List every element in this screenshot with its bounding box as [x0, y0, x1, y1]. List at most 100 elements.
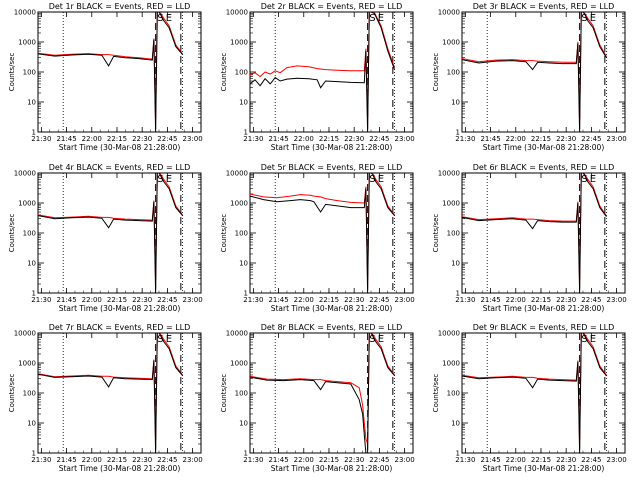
series-events-line: [38, 12, 183, 132]
chart-panel-5: Det 5r BLACK = Events, RED = LLD 1 10 100 10…: [220, 163, 415, 313]
y-tick-label: 1000: [18, 360, 36, 368]
x-tick-label: 22:45: [157, 296, 177, 304]
annotation-s: S: [157, 334, 163, 345]
chart-panel-3: Det 3r BLACK = Events, RED = LLD 1 10 100 10…: [432, 2, 627, 152]
x-tick-label: 22:00: [294, 135, 314, 143]
plot-frame: [249, 332, 414, 454]
chart-panel-7: Det 7r BLACK = Events, RED = LLD 1 10 100 10…: [8, 323, 203, 473]
y-tick-label: 100: [23, 69, 36, 77]
x-tick-label: 21:45: [480, 135, 500, 143]
x-tick-label: 22:00: [82, 456, 102, 464]
x-axis-label: Start Time (30-Mar-08 21:28:00): [271, 464, 393, 473]
x-tick-label: 21:45: [56, 296, 76, 304]
x-axis-label: Start Time (30-Mar-08 21:28:00): [483, 464, 605, 473]
y-axis-label: Counts/sec: [8, 53, 16, 92]
series-events-line: [462, 173, 607, 293]
x-tick-label: 22:30: [344, 296, 364, 304]
plot-frame: [37, 11, 202, 133]
plot-frame: [249, 11, 414, 133]
x-tick-label: 22:45: [581, 296, 601, 304]
y-tick-label: 100: [23, 230, 36, 238]
chart-title: Det 9r BLACK = Events, RED = LLD: [473, 323, 615, 332]
series-events-line: [38, 333, 183, 453]
x-tick-label: 21:30: [31, 296, 51, 304]
chart-title: Det 4r BLACK = Events, RED = LLD: [49, 163, 191, 172]
x-tick-label: 22:00: [294, 296, 314, 304]
plot-frame: [37, 172, 202, 294]
annotation-e: E: [590, 174, 596, 185]
annotation-s: S: [581, 13, 587, 24]
x-axis-label: Start Time (30-Mar-08 21:28:00): [59, 464, 181, 473]
y-tick-label: 10: [451, 260, 460, 268]
y-axis-label: Counts/sec: [432, 214, 440, 253]
chart-panel-6: Det 6r BLACK = Events, RED = LLD 1 10 100 10…: [432, 163, 627, 313]
y-tick-label: 1000: [442, 200, 460, 208]
y-tick-label: 10: [27, 420, 36, 428]
annotation-s: S: [369, 13, 375, 24]
y-tick-label: 10: [27, 260, 36, 268]
y-tick-label: 10: [451, 99, 460, 107]
x-tick-label: 22:45: [157, 456, 177, 464]
y-axis-label: Counts/sec: [432, 53, 440, 92]
y-tick-label: 10000: [226, 170, 248, 178]
y-axis-label: Counts/sec: [432, 374, 440, 413]
y-tick-label: 1000: [442, 360, 460, 368]
chart-panel-4: Det 4r BLACK = Events, RED = LLD 1 10 100 10…: [8, 163, 203, 313]
x-tick-label: 22:15: [531, 456, 551, 464]
x-tick-label: 22:30: [556, 456, 576, 464]
y-tick-label: 100: [447, 230, 460, 238]
chart-title: Det 1r BLACK = Events, RED = LLD: [49, 2, 191, 11]
x-tick-label: 21:30: [243, 296, 263, 304]
plot-frame: [461, 172, 626, 294]
x-tick-label: 21:30: [243, 135, 263, 143]
chart-title: Det 6r BLACK = Events, RED = LLD: [473, 163, 615, 172]
x-axis-label: Start Time (30-Mar-08 21:28:00): [59, 304, 181, 313]
y-tick-label: 1000: [230, 39, 248, 47]
x-tick-label: 22:45: [581, 456, 601, 464]
chart-title: Det 3r BLACK = Events, RED = LLD: [473, 2, 615, 11]
x-tick-label: 21:45: [268, 135, 288, 143]
x-tick-label: 22:30: [556, 135, 576, 143]
annotation-s: S: [369, 174, 375, 185]
annotation-e: E: [166, 174, 172, 185]
x-tick-label: 21:45: [268, 296, 288, 304]
x-tick-label: 22:00: [82, 135, 102, 143]
y-tick-label: 10000: [438, 170, 460, 178]
chart-panel-9: Det 9r BLACK = Events, RED = LLD 1 10 100 10…: [432, 323, 627, 473]
y-tick-label: 10: [239, 99, 248, 107]
series-events-line: [38, 173, 183, 293]
series-events-line: [250, 333, 395, 453]
x-tick-label: 22:30: [344, 135, 364, 143]
y-tick-label: 1: [32, 290, 36, 298]
x-tick-label: 22:00: [294, 456, 314, 464]
x-tick-label: 22:15: [107, 135, 127, 143]
x-tick-label: 23:00: [607, 135, 627, 143]
series-lld-line: [38, 173, 183, 285]
y-tick-label: 1: [244, 129, 248, 137]
y-tick-label: 100: [235, 69, 248, 77]
y-tick-label: 1000: [230, 200, 248, 208]
plot-frame: [461, 332, 626, 454]
x-tick-label: 22:00: [506, 456, 526, 464]
x-tick-label: 22:15: [319, 296, 339, 304]
x-tick-label: 21:30: [243, 456, 263, 464]
plot-frame: [249, 172, 414, 294]
annotation-e: E: [590, 13, 596, 24]
x-tick-label: 23:00: [607, 456, 627, 464]
x-tick-label: 21:45: [56, 456, 76, 464]
x-tick-label: 22:15: [531, 135, 551, 143]
y-tick-label: 1000: [442, 39, 460, 47]
x-tick-label: 21:30: [455, 456, 475, 464]
series-events-line: [462, 12, 607, 132]
series-lld-line: [38, 333, 183, 445]
series-lld-line: [462, 173, 607, 285]
y-tick-label: 10: [27, 99, 36, 107]
annotation-e: E: [378, 13, 384, 24]
y-axis-label: Counts/sec: [8, 214, 16, 253]
chart-panel-8: Det 8r BLACK = Events, RED = LLD 1 10 100 10…: [220, 323, 415, 473]
y-tick-label: 10000: [226, 330, 248, 338]
x-tick-label: 22:00: [506, 135, 526, 143]
annotation-e: E: [166, 13, 172, 24]
y-tick-label: 10: [239, 260, 248, 268]
